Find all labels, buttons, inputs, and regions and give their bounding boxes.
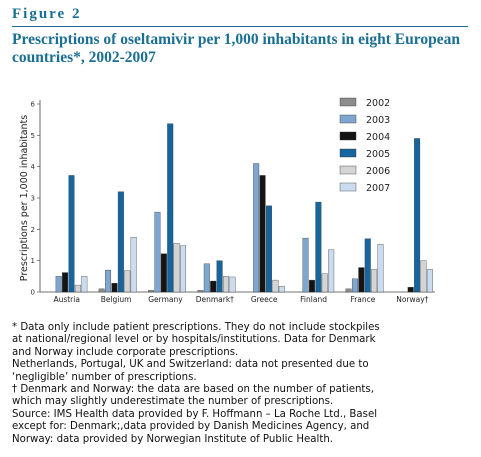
footnote-line: Netherlands, Portugal, UK and Switzerlan…: [12, 359, 369, 371]
legend-label: 2007: [366, 183, 390, 194]
bar-2005: [315, 201, 322, 293]
legend-swatch-2002: [339, 97, 357, 107]
y-tick-label: 6: [31, 101, 36, 109]
x-category-label: Finland: [300, 295, 327, 304]
bar-2003: [154, 211, 161, 293]
bar-2004: [62, 272, 69, 293]
footnote-line: † Denmark and Norway: the data are based…: [12, 384, 374, 396]
bar-2005: [68, 175, 75, 293]
x-category-label: Austria: [53, 295, 80, 304]
bar-2004: [407, 287, 414, 293]
bar-2007: [81, 276, 88, 293]
bar-2003: [55, 276, 62, 293]
legend-label: 2002: [366, 98, 390, 109]
y-tick-label: 1: [31, 257, 35, 265]
legend-swatch-2003: [339, 114, 357, 124]
footnote-line: Source: IMS Health data provided by F. H…: [12, 408, 378, 420]
legend-swatch-2007: [339, 182, 357, 192]
bar-2004: [210, 280, 217, 293]
bar-2007: [278, 286, 285, 293]
bar-2006: [321, 273, 328, 293]
bars: [55, 123, 433, 293]
bar-2004: [259, 175, 266, 293]
bar-2004: [160, 253, 167, 293]
bar-2002: [345, 288, 352, 293]
bar-2004: [308, 279, 315, 293]
bar-2002: [197, 290, 204, 293]
footnote-line: * Data only include patient prescription…: [12, 322, 380, 333]
bar-2003: [253, 163, 260, 293]
x-category-label: Denmark†: [196, 295, 234, 304]
bar-2003: [105, 269, 112, 293]
legend-swatch-2004: [339, 131, 357, 141]
legend-swatch-2006: [339, 165, 357, 175]
y-axis-label-group: Prescriptions per 1,000 inhabitants: [19, 115, 30, 282]
bar-2005: [117, 191, 124, 293]
footnote-line: except for: Denmark;,data provided by Da…: [12, 421, 370, 433]
figure-title: Prescriptions of oseltamivir per 1,000 i…: [12, 31, 460, 66]
x-category-label: Germany: [148, 295, 183, 304]
x-category-label: Belgium: [101, 295, 132, 304]
bar-2007: [180, 245, 187, 293]
axes: [39, 100, 435, 293]
footnote-line: at national/regional level or by hospita…: [12, 334, 376, 346]
bar-2007: [377, 244, 384, 293]
bar-2007: [328, 249, 335, 293]
figure-label: Figure 2: [12, 6, 82, 22]
bar-2006: [223, 276, 229, 293]
bar-2006: [124, 270, 131, 293]
figure-divider: [12, 26, 468, 27]
legend-swatch-2005: [339, 148, 357, 158]
footnote-line: and Norway include corporate prescriptio…: [12, 346, 239, 358]
y-tick-label: 2: [31, 226, 35, 234]
bar-chart: Prescriptions per 1,000 inhabitants 0 1 2 3…: [19, 97, 435, 304]
bar-2006: [272, 279, 279, 293]
y-axis-label: Prescriptions per 1,000 inhabitants: [19, 115, 30, 282]
bar-2005: [414, 138, 421, 293]
bar-2005: [216, 260, 223, 293]
bar-2003: [203, 263, 210, 293]
bar-2006: [74, 284, 81, 293]
x-axis-categories: Austria Belgium Germany Denmark† Greece Finla…: [53, 295, 428, 304]
bar-2006: [420, 260, 427, 293]
footnote-line: which may slightly underestimate the num…: [12, 396, 334, 408]
bar-2007: [426, 269, 433, 293]
bar-2004: [358, 267, 365, 293]
bar-2006: [371, 269, 378, 293]
y-tick-label: 3: [31, 195, 35, 203]
legend-label: 2005: [366, 149, 390, 160]
bar-2007: [130, 236, 137, 293]
footnote-line: ‘negligible’ number of prescriptions.: [12, 371, 197, 383]
x-category-label: France: [350, 295, 375, 304]
x-category-label: Norway†: [396, 295, 428, 304]
legend-label: 2004: [366, 132, 390, 143]
legend-label: 2003: [366, 115, 390, 126]
y-tick-label: 4: [31, 163, 36, 171]
bar-2002: [148, 290, 155, 293]
bar-2002: [98, 288, 105, 293]
y-tick-label: 0: [31, 289, 35, 297]
bar-2004: [111, 283, 118, 293]
legend: 2002 2003 2004 2005 2006 2007: [339, 97, 390, 194]
x-category-label: Greece: [251, 295, 278, 304]
bar-2003: [302, 237, 309, 293]
bar-2003: [351, 278, 358, 293]
footnotes: * Data only include patient prescription…: [12, 322, 478, 446]
legend-label: 2006: [366, 166, 390, 177]
y-axis-ticks: 0 1 2 3 4 5 6: [31, 101, 40, 297]
y-tick-label: 5: [31, 132, 35, 140]
bar-2005: [266, 205, 272, 293]
footnote-line: Norway: data provided by Norwegian Insti…: [12, 433, 334, 445]
bar-2006: [173, 243, 180, 293]
bar-2007: [229, 276, 236, 293]
bar-2005: [364, 238, 371, 293]
bar-2005: [167, 123, 174, 293]
